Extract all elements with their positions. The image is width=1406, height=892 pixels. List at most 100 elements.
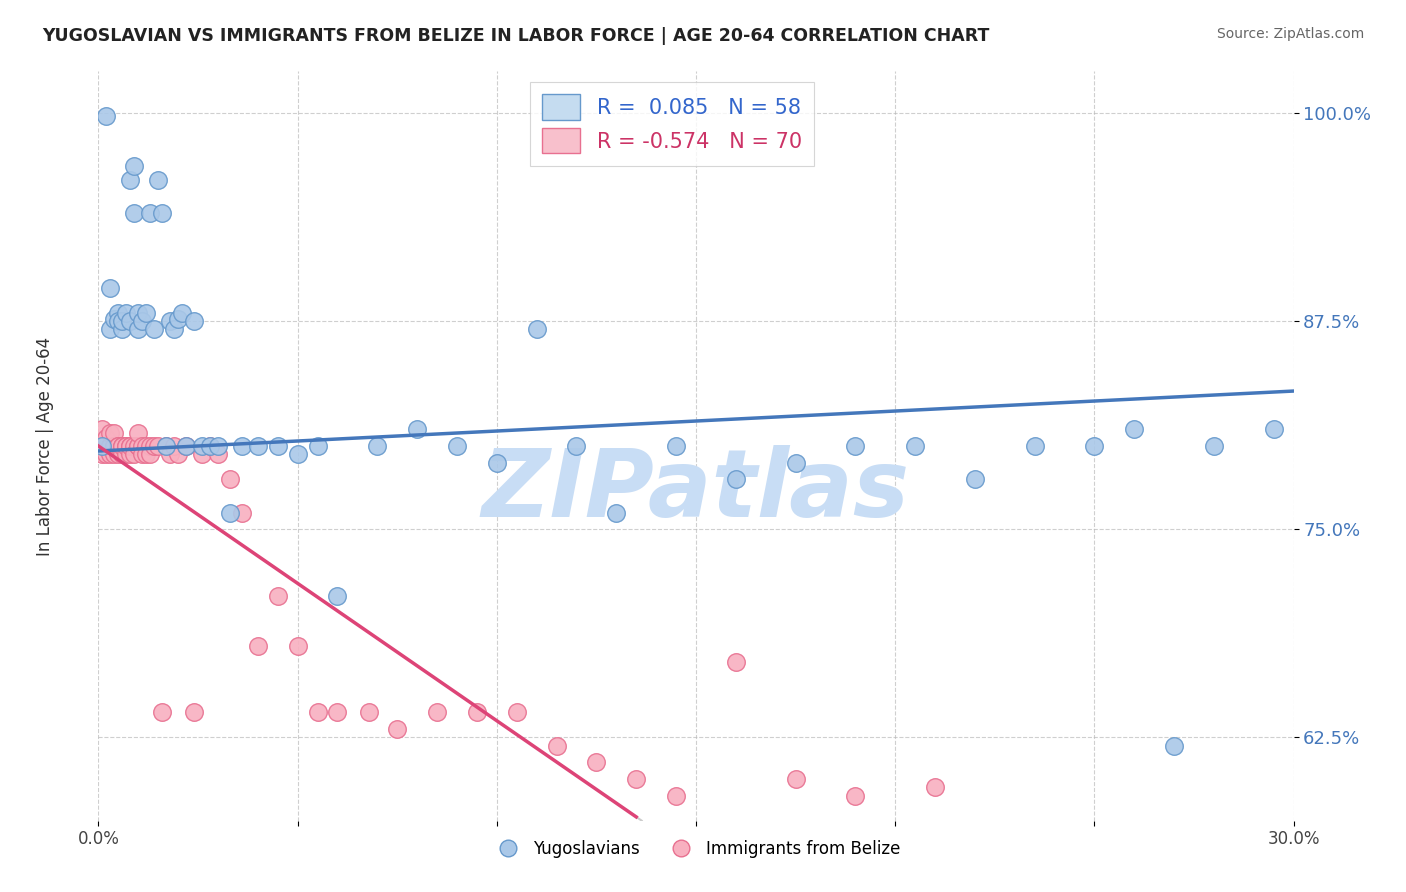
Point xyxy=(326,589,349,603)
Point xyxy=(724,472,747,486)
Point xyxy=(506,706,529,720)
Point xyxy=(626,772,648,786)
Point xyxy=(219,472,242,486)
Point xyxy=(198,439,221,453)
Point xyxy=(565,439,588,453)
Point xyxy=(115,306,138,320)
Point xyxy=(96,439,118,453)
Point xyxy=(172,306,194,320)
Point xyxy=(426,706,449,720)
Point xyxy=(665,439,688,453)
Point xyxy=(107,306,129,320)
Point xyxy=(326,706,349,720)
Point xyxy=(124,159,146,173)
Point xyxy=(785,456,807,470)
Point xyxy=(143,439,166,453)
Point xyxy=(135,447,157,461)
Point xyxy=(127,439,149,453)
Point xyxy=(103,447,125,461)
Point xyxy=(246,439,269,453)
Point xyxy=(307,706,329,720)
Point xyxy=(526,322,548,336)
Point xyxy=(120,314,142,328)
Point xyxy=(111,439,134,453)
Point xyxy=(131,447,153,461)
Point xyxy=(963,472,986,486)
Point xyxy=(163,322,186,336)
Text: ZIPatlas: ZIPatlas xyxy=(482,445,910,537)
Point xyxy=(174,439,197,453)
Text: In Labor Force | Age 20-64: In Labor Force | Age 20-64 xyxy=(35,336,53,556)
Point xyxy=(98,281,122,295)
Point xyxy=(924,780,946,795)
Point xyxy=(446,439,468,453)
Point xyxy=(131,314,153,328)
Point xyxy=(91,422,114,436)
Point xyxy=(665,789,688,803)
Point xyxy=(111,439,134,453)
Point xyxy=(183,706,205,720)
Point xyxy=(96,109,118,123)
Point xyxy=(91,439,114,453)
Point xyxy=(183,314,205,328)
Point xyxy=(127,306,149,320)
Point xyxy=(139,206,162,220)
Point xyxy=(904,439,927,453)
Point xyxy=(198,439,221,453)
Point xyxy=(98,425,122,440)
Point xyxy=(465,706,488,720)
Point xyxy=(150,206,173,220)
Point xyxy=(207,447,229,461)
Point xyxy=(207,439,229,453)
Point xyxy=(785,772,807,786)
Point xyxy=(139,439,162,453)
Point xyxy=(155,439,177,453)
Point xyxy=(1202,439,1225,453)
Point xyxy=(111,447,134,461)
Point xyxy=(150,706,173,720)
Point xyxy=(115,447,138,461)
Point xyxy=(191,439,214,453)
Point xyxy=(127,425,149,440)
Point xyxy=(359,706,381,720)
Point xyxy=(143,322,166,336)
Point xyxy=(844,789,866,803)
Point xyxy=(120,439,142,453)
Point xyxy=(231,439,253,453)
Point xyxy=(96,447,118,461)
Point xyxy=(120,172,142,186)
Point xyxy=(1263,422,1285,436)
Point xyxy=(135,439,157,453)
Point xyxy=(167,447,190,461)
Point xyxy=(1123,422,1146,436)
Point xyxy=(585,756,607,770)
Point xyxy=(107,314,129,328)
Point xyxy=(91,439,114,453)
Point xyxy=(127,322,149,336)
Point xyxy=(103,312,125,326)
Point xyxy=(159,447,181,461)
Point xyxy=(174,439,197,453)
Point xyxy=(96,431,118,445)
Point xyxy=(131,439,153,453)
Point xyxy=(98,322,122,336)
Point xyxy=(124,439,146,453)
Text: Source: ZipAtlas.com: Source: ZipAtlas.com xyxy=(1216,27,1364,41)
Point xyxy=(139,447,162,461)
Point xyxy=(406,422,429,436)
Point xyxy=(1024,439,1046,453)
Point xyxy=(148,172,170,186)
Point xyxy=(231,506,253,520)
Point xyxy=(287,639,309,653)
Point xyxy=(148,439,170,453)
Point xyxy=(159,314,181,328)
Point xyxy=(1163,739,1185,753)
Point xyxy=(163,439,186,453)
Point xyxy=(605,506,627,520)
Point xyxy=(115,439,138,453)
Point xyxy=(107,439,129,453)
Point xyxy=(103,439,125,453)
Point xyxy=(1083,439,1105,453)
Point xyxy=(98,439,122,453)
Point xyxy=(167,312,190,326)
